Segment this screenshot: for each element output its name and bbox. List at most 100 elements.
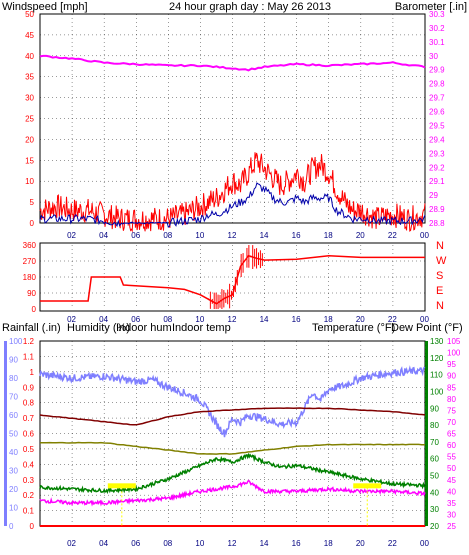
direction-x-tick-label: 02	[67, 315, 76, 324]
barometer-axis-title: Barometer [.in]	[395, 1, 467, 13]
baro-tick-label: 28.9	[429, 205, 445, 214]
direction-tick-label: 90	[27, 289, 36, 298]
temperature-axis-bar	[425, 341, 428, 526]
wind-x-tick-label: 16	[292, 231, 301, 240]
gust-line	[39, 182, 426, 228]
temperature-tick-label: 40	[430, 488, 439, 497]
humidity-tick-label: 50	[9, 430, 18, 439]
conditions-x-tick-label: 10	[195, 539, 204, 548]
rain-tick-label: 0	[30, 522, 35, 531]
wind-tick-label: 45	[25, 31, 34, 40]
baro-tick-label: 29.3	[429, 149, 445, 158]
indoor-hum-legend: Indoor hum	[116, 322, 172, 334]
barometer-line	[39, 54, 426, 72]
conditions-x-tick-label: 02	[67, 539, 76, 548]
dewpoint-axis-title: Dew Point (°F)	[391, 322, 463, 334]
humidity-tick-label: 60	[9, 411, 18, 420]
rain-tick-label: 0.7	[23, 414, 35, 423]
dewpoint-tick-label: 70	[447, 418, 456, 427]
dewpoint-tick-label: 30	[447, 510, 456, 519]
rain-tick-label: 1.2	[23, 337, 35, 346]
compass-letter: N	[436, 240, 444, 252]
wind-x-tick-label: 06	[131, 231, 140, 240]
humidity-tick-label: 100	[9, 337, 23, 346]
dewpoint-tick-label: 40	[447, 487, 456, 496]
temperature-tick-label: 30	[430, 505, 439, 514]
wind-tick-label: 40	[25, 52, 34, 61]
wind-tick-label: 5	[30, 198, 35, 207]
wind-tick-label: 25	[25, 115, 34, 124]
indoor-temperature-line	[39, 407, 426, 426]
rain-tick-label: 0.8	[23, 399, 35, 408]
direction-tick-label: 270	[23, 257, 37, 266]
wind-x-tick-label: 10	[195, 231, 204, 240]
conditions-x-tick-label: 04	[99, 539, 108, 548]
grid-layer	[40, 14, 426, 526]
baro-tick-label: 28.8	[429, 219, 445, 228]
humidity-axis-bar	[4, 341, 7, 526]
wind-x-tick-label: 04	[99, 231, 108, 240]
humidity-tick-label: 10	[9, 504, 18, 513]
sun-marker	[353, 483, 382, 489]
conditions-x-tick-label: 06	[131, 539, 140, 548]
dewpoint-tick-label: 90	[447, 372, 456, 381]
temperature-tick-label: 80	[430, 421, 439, 430]
direction-x-tick-label: 22	[388, 315, 397, 324]
humidity-tick-label: 40	[9, 448, 18, 457]
rain-tick-label: 0.9	[23, 383, 35, 392]
baro-tick-label: 29.9	[429, 66, 445, 75]
baro-tick-label: 29	[429, 191, 438, 200]
dewpoint-tick-label: 60	[447, 441, 456, 450]
baro-tick-label: 30.1	[429, 38, 445, 47]
dewpoint-tick-label: 80	[447, 395, 456, 404]
temperature-tick-label: 50	[430, 472, 439, 481]
compass-letter: N	[436, 300, 444, 312]
wind-x-tick-label: 12	[228, 231, 237, 240]
indoor-temp-legend: Indoor temp	[172, 322, 231, 334]
humidity-tick-label: 30	[9, 467, 18, 476]
direction-x-tick-label: 16	[292, 315, 301, 324]
conditions-x-tick-label: 08	[163, 539, 172, 548]
wind-tick-label: 10	[25, 177, 34, 186]
dewpoint-tick-label: 95	[447, 360, 456, 369]
rain-tick-label: 1	[30, 368, 35, 377]
rain-tick-label: 0.2	[23, 491, 35, 500]
compass-letter: E	[436, 285, 443, 297]
dewpoint-tick-label: 35	[447, 499, 456, 508]
baro-tick-label: 29.5	[429, 121, 445, 130]
windspeed-line	[39, 152, 426, 233]
direction-tick-label: 360	[23, 241, 37, 250]
rain-tick-label: 0.5	[23, 445, 35, 454]
rain-tick-label: 0.6	[23, 430, 35, 439]
temperature-tick-label: 20	[430, 522, 439, 531]
temperature-tick-label: 60	[430, 455, 439, 464]
rainfall-axis-title: Rainfall (.in)	[2, 322, 61, 334]
baro-tick-label: 29.4	[429, 135, 445, 144]
tick-label-layer: 0510152025303540455028.828.92929.129.229…	[9, 10, 461, 548]
baro-tick-label: 30.2	[429, 24, 445, 33]
direction-tick-label: 0	[32, 305, 37, 314]
wind-x-tick-label: 20	[356, 231, 365, 240]
rain-tick-label: 0.4	[23, 460, 35, 469]
compass-letter: W	[436, 255, 447, 267]
wind-x-tick-label: 08	[163, 231, 172, 240]
dewpoint-tick-label: 25	[447, 522, 456, 531]
wind-x-tick-label: 18	[324, 231, 333, 240]
wind-direction-line	[40, 254, 425, 305]
dewpoint-line	[39, 479, 426, 507]
conditions-x-tick-label: 14	[260, 539, 269, 548]
direction-x-tick-label: 06	[131, 315, 140, 324]
baro-tick-label: 29.1	[429, 177, 445, 186]
baro-tick-label: 30.3	[429, 10, 445, 19]
temperature-tick-label: 130	[430, 337, 444, 346]
conditions-x-tick-label: 12	[228, 539, 237, 548]
direction-tick-label: 180	[23, 273, 37, 282]
temperature-tick-label: 70	[430, 438, 439, 447]
baro-tick-label: 29.6	[429, 108, 445, 117]
sun-marker	[107, 483, 136, 489]
conditions-x-tick-label: 16	[292, 539, 301, 548]
rain-tick-label: 0.3	[23, 476, 35, 485]
direction-x-tick-label: 20	[356, 315, 365, 324]
direction-x-tick-label: 12	[228, 315, 237, 324]
